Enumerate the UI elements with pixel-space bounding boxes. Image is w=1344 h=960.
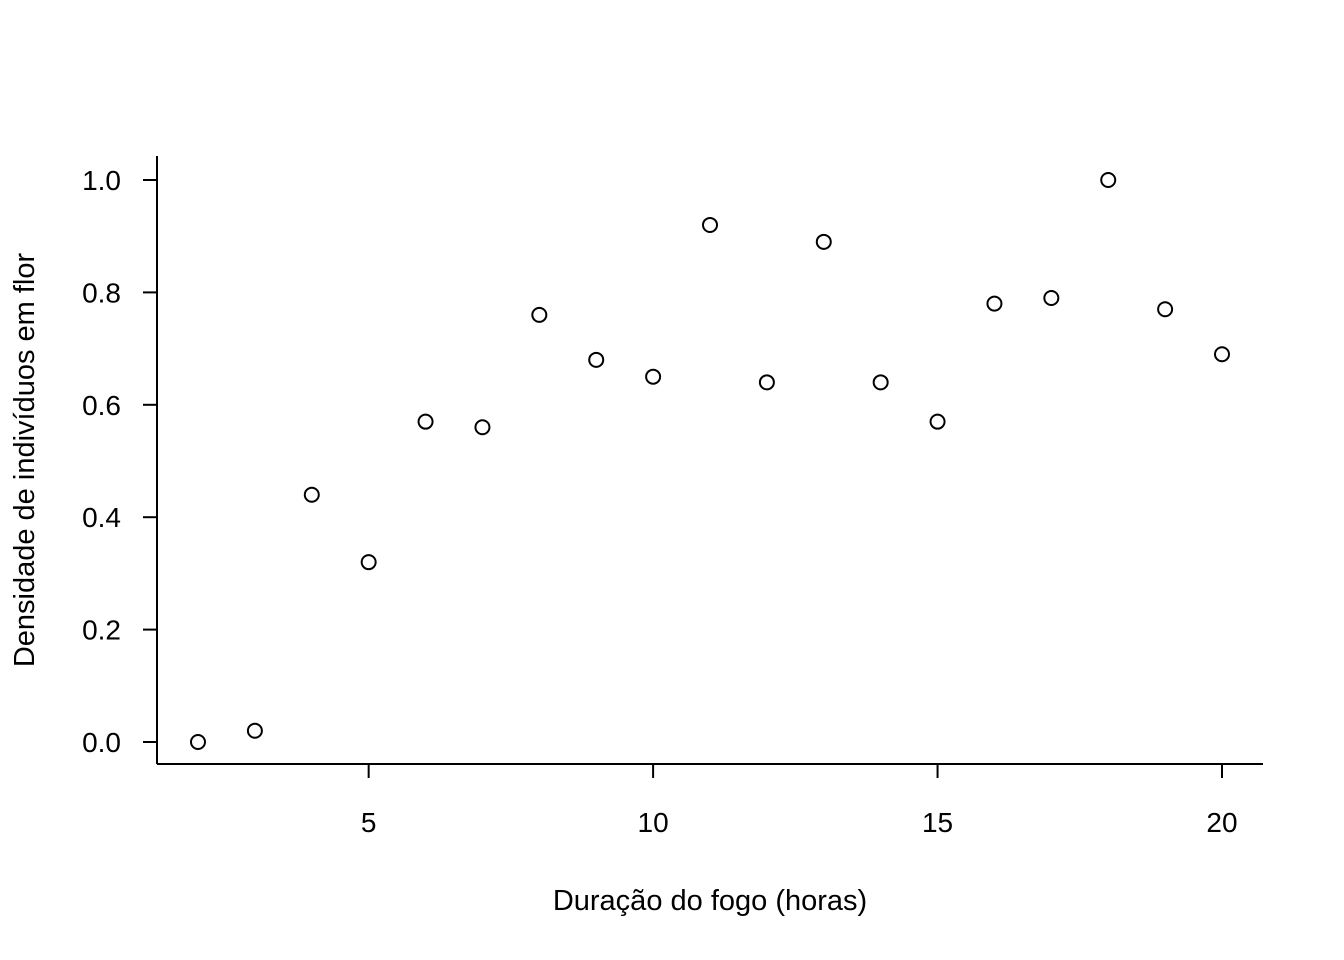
x-axis-ticks: 5 10 15 20 [361, 764, 1238, 838]
data-point [360, 554, 377, 571]
y-tick-label: 0.0 [82, 727, 121, 758]
data-point [645, 368, 662, 385]
x-tick-label: 5 [361, 807, 377, 838]
data-point [986, 295, 1003, 312]
data-point [588, 351, 605, 368]
data-point [1100, 172, 1117, 188]
data-points [190, 172, 1230, 750]
y-tick-label: 0.6 [82, 390, 121, 421]
data-point [1157, 301, 1174, 318]
data-point [417, 413, 434, 430]
data-point [872, 374, 889, 391]
y-axis-ticks: 0.0 0.2 0.4 0.6 0.8 1.0 [82, 165, 157, 758]
x-tick-label: 20 [1206, 807, 1237, 838]
y-tick-label: 0.8 [82, 277, 121, 308]
data-point [474, 419, 491, 436]
x-axis-label: Duração do fogo (horas) [553, 885, 867, 917]
y-tick-label: 0.2 [82, 615, 121, 646]
plot-area [156, 156, 1263, 765]
data-point [758, 374, 775, 391]
data-point [303, 486, 320, 503]
data-point [815, 233, 832, 250]
y-axis-label: Densidade de indivíduos em flor [9, 253, 41, 668]
data-point [190, 734, 206, 750]
data-point [929, 413, 946, 430]
data-point [702, 216, 718, 233]
y-tick-label: 0.4 [82, 502, 121, 533]
data-point [246, 722, 263, 739]
data-point [1214, 346, 1230, 363]
y-tick-label: 1.0 [82, 165, 121, 196]
x-tick-label: 10 [638, 807, 669, 838]
x-tick-label: 15 [922, 807, 953, 838]
data-point [531, 306, 548, 323]
data-point [1043, 290, 1060, 307]
